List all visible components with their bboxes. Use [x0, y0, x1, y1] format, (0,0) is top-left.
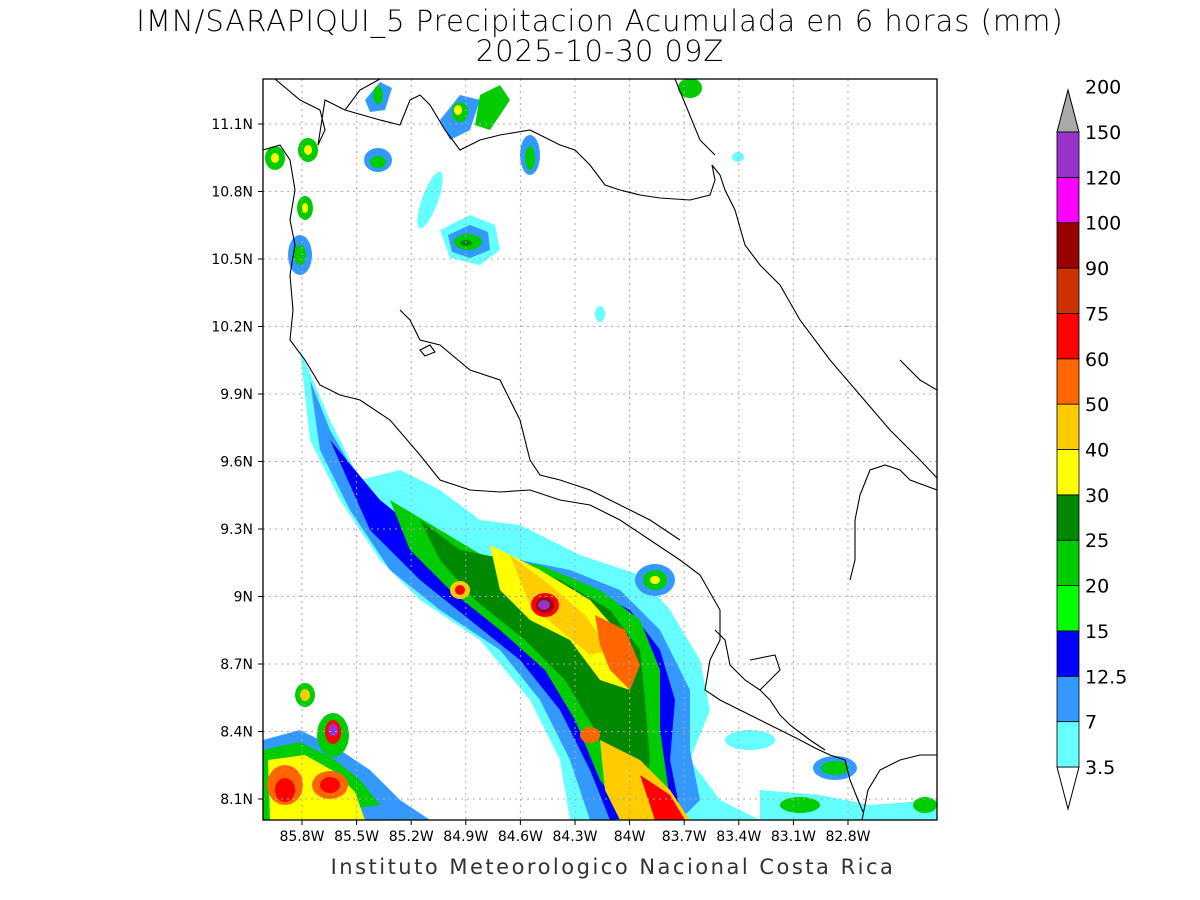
- colorbar-label: 200: [1085, 77, 1121, 99]
- lon-tick-label: 85.5W: [334, 829, 379, 845]
- footer-credit: Instituto Meteorologico Nacional Costa R…: [330, 855, 896, 879]
- lon-tick-label: 83.4W: [716, 829, 761, 845]
- precip-core-40: [510, 555, 610, 655]
- colorbar-label: 20: [1085, 576, 1109, 598]
- colorbar-label: 60: [1085, 349, 1109, 371]
- colorbar-label: 3.5: [1085, 757, 1115, 779]
- lat-tick-label: 10.5N: [211, 252, 253, 268]
- colorbar-box: [1056, 630, 1080, 677]
- lon-tick-label: 85.2W: [389, 829, 434, 845]
- lon-tick-label: 82.8W: [825, 829, 870, 845]
- lat-tick-label: 8.1N: [220, 792, 253, 808]
- colorbar-box: [1056, 494, 1080, 541]
- colorbar-extend-high: [1056, 88, 1080, 133]
- colorbar-label: 75: [1085, 303, 1109, 325]
- colorbar-label: 15: [1085, 621, 1109, 643]
- colorbar-box: [1056, 403, 1080, 450]
- lat-tick-label: 8.7N: [220, 657, 253, 673]
- lon-tick-label: 84.6W: [498, 829, 543, 845]
- precip-south-core: [640, 775, 685, 820]
- colorbar-label: 12.5: [1085, 666, 1127, 688]
- coastline: [263, 79, 937, 820]
- colorbar-box: [1056, 539, 1080, 586]
- colorbar-box: [1056, 721, 1080, 768]
- colorbar-box: [1056, 222, 1080, 269]
- colorbar-label: 7: [1085, 712, 1097, 734]
- precip-core-150: [538, 600, 550, 610]
- lon-tick-label: 83.1W: [771, 829, 816, 845]
- colorbar-box: [1056, 267, 1080, 314]
- lat-tick-label: 10.2N: [211, 320, 253, 336]
- lon-tick-label: 85.8W: [279, 829, 324, 845]
- colorbar: 3.5 7 12.5 15 20 25 30 40 50 60 75 90 100 120 150 200: [1056, 77, 1127, 811]
- colorbar-box: [1056, 675, 1080, 723]
- lon-tick-label: 84W: [614, 829, 646, 845]
- graticule: [263, 79, 937, 820]
- lat-tick-label: 9.6N: [220, 455, 253, 471]
- colorbar-label: 120: [1085, 167, 1121, 189]
- colorbar-box: [1056, 131, 1080, 178]
- lon-tick-label: 84.3W: [552, 829, 597, 845]
- lon-tick-label: 83.7W: [662, 829, 707, 845]
- colorbar-box: [1056, 313, 1080, 360]
- colorbar-label: 40: [1085, 440, 1109, 462]
- colorbar-label: 25: [1085, 530, 1109, 552]
- lat-tick-label: 9N: [234, 590, 253, 606]
- lat-tick-label: 9.9N: [220, 387, 253, 403]
- colorbar-label: 90: [1085, 258, 1109, 280]
- map-title: IMN/SARAPIQUI_5 Precipitacion Acumulada …: [136, 4, 1064, 38]
- lat-tick-label: 11.1N: [211, 117, 253, 133]
- lat-tick-label: 9.3N: [220, 522, 253, 538]
- colorbar-label: 50: [1085, 394, 1109, 416]
- map-frame: [262, 78, 938, 821]
- colorbar-box: [1056, 358, 1080, 405]
- colorbar-box: [1056, 449, 1080, 496]
- map-datetime: 2025-10-30 09Z: [475, 34, 725, 68]
- lat-tick-label: 8.4N: [220, 725, 253, 741]
- precip-band-25: [420, 520, 650, 810]
- precip-core-40b: [595, 615, 640, 690]
- lon-tick-label: 84.9W: [443, 829, 488, 845]
- colorbar-label: 30: [1085, 485, 1109, 507]
- colorbar-box: [1056, 176, 1080, 224]
- colorbar-label: 150: [1085, 122, 1121, 144]
- colorbar-box: [1056, 585, 1080, 632]
- colorbar-label: 100: [1085, 213, 1121, 235]
- colorbar-extend-low: [1056, 766, 1080, 811]
- lat-tick-label: 10.8N: [211, 185, 253, 201]
- precipitation-field: [263, 79, 937, 820]
